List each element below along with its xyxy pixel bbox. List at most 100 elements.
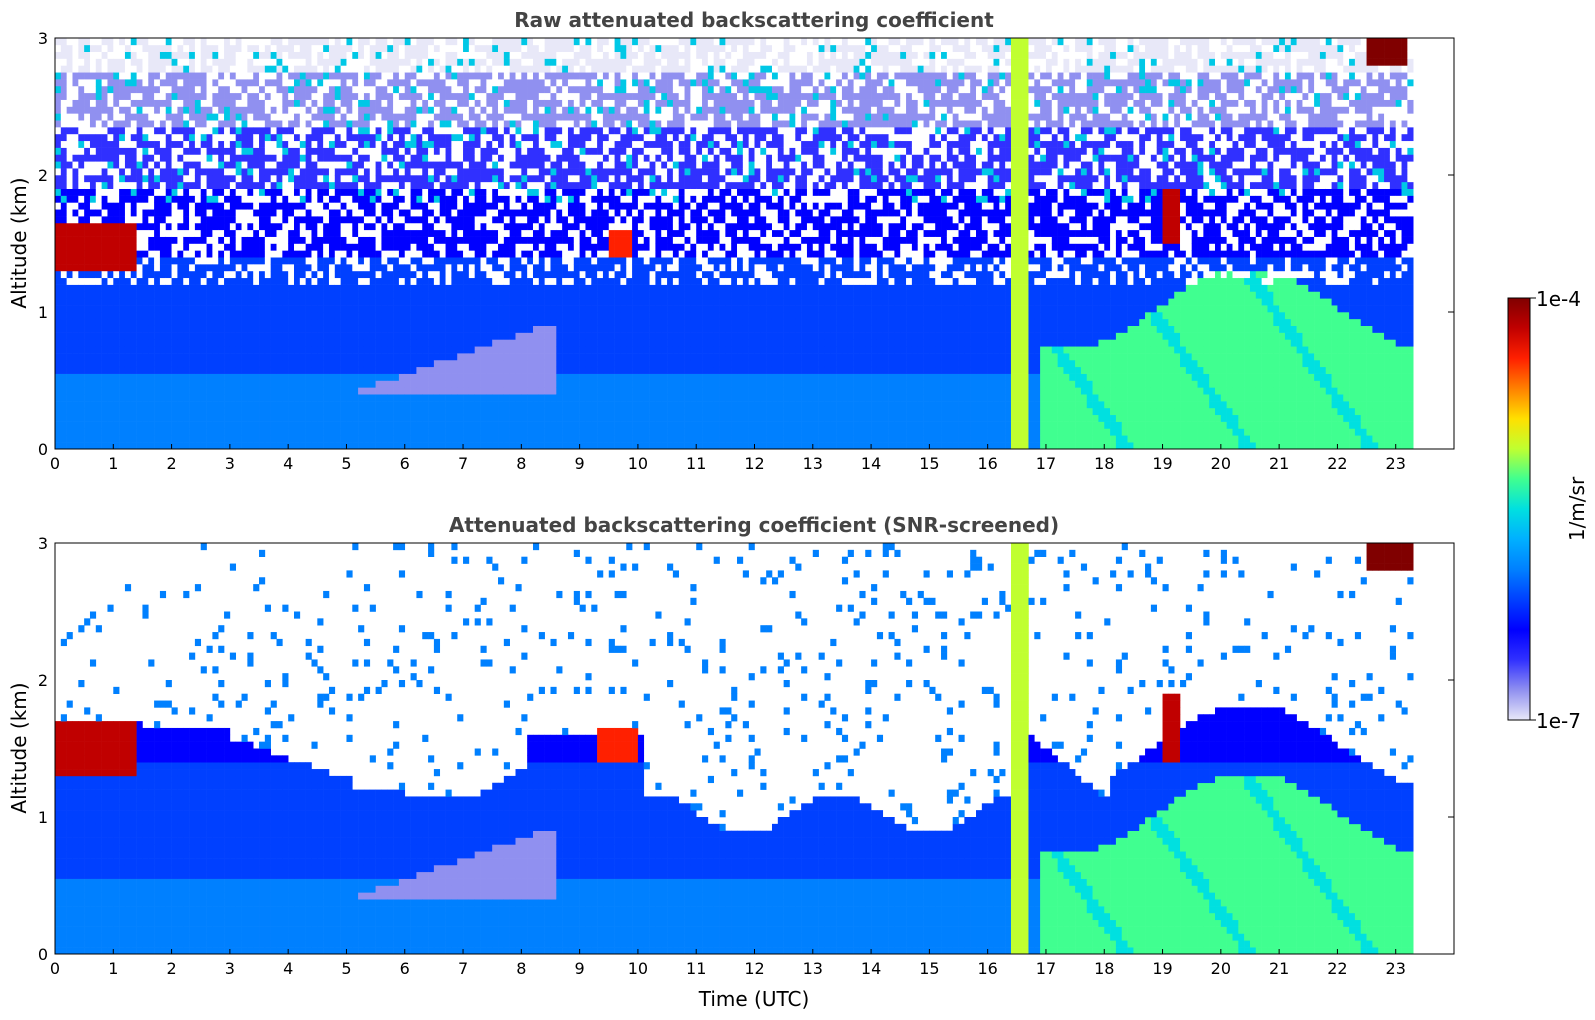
heatmap-cell xyxy=(72,318,79,326)
heatmap-cell xyxy=(119,264,126,272)
heatmap-cell xyxy=(177,236,184,244)
heatmap-cell xyxy=(229,65,237,73)
heatmap-cell xyxy=(55,216,62,224)
heatmap-cell xyxy=(346,353,353,361)
heatmap-cell xyxy=(247,65,254,73)
heatmap-cell xyxy=(66,72,73,80)
heatmap-cell xyxy=(328,127,336,135)
heatmap-cell xyxy=(468,277,475,285)
heatmap-cell xyxy=(78,195,85,203)
heatmap-cell xyxy=(183,38,190,46)
heatmap-cell xyxy=(521,421,528,429)
heatmap-cell xyxy=(486,414,493,422)
heatmap-cell xyxy=(194,161,202,169)
heatmap-cell xyxy=(95,312,102,320)
heatmap-cell xyxy=(148,161,155,169)
heatmap-cell xyxy=(194,175,202,183)
heatmap-cell xyxy=(200,270,207,279)
heatmap-cell xyxy=(428,264,435,272)
heatmap-cell xyxy=(492,195,499,203)
heatmap-cell xyxy=(463,442,470,449)
heatmap-cell xyxy=(288,298,295,306)
heatmap-cell xyxy=(194,113,202,121)
heatmap-cell xyxy=(171,298,178,306)
heatmap-cell xyxy=(264,202,271,210)
heatmap-cell xyxy=(381,277,388,285)
heatmap-cell xyxy=(171,277,178,285)
heatmap-cell xyxy=(468,202,475,210)
heatmap-cell xyxy=(89,435,97,443)
heatmap-cell xyxy=(422,318,429,326)
heatmap-cell xyxy=(498,407,505,416)
heatmap-cell xyxy=(474,92,481,100)
heatmap-cell xyxy=(515,401,522,409)
heatmap-cell xyxy=(165,373,172,381)
heatmap-cell xyxy=(148,380,155,388)
heatmap-cell xyxy=(84,407,91,416)
heatmap-cell xyxy=(84,387,91,395)
heatmap-cell xyxy=(136,44,143,52)
heatmap-cell xyxy=(200,44,207,52)
heatmap-cell xyxy=(130,387,137,395)
heatmap-cell xyxy=(311,407,318,416)
heatmap-cell xyxy=(218,65,225,73)
heatmap-cell xyxy=(113,373,120,381)
heatmap-cell xyxy=(171,58,178,66)
heatmap-cell xyxy=(381,216,388,224)
heatmap-cell xyxy=(445,407,452,416)
heatmap-cell xyxy=(468,339,475,347)
heatmap-cell xyxy=(428,154,435,162)
heatmap-cell xyxy=(451,339,458,347)
heatmap-cell xyxy=(498,120,505,128)
heatmap-cell xyxy=(130,442,137,449)
heatmap-cell xyxy=(503,250,510,258)
heatmap-cell xyxy=(113,366,120,374)
heatmap-cell xyxy=(119,298,126,306)
heatmap-cell xyxy=(95,407,102,416)
heatmap-cell xyxy=(398,99,406,107)
heatmap-cell xyxy=(503,387,510,395)
heatmap-cell xyxy=(253,312,260,320)
heatmap-cell xyxy=(328,72,336,80)
heatmap-cell xyxy=(119,79,126,87)
heatmap-cell xyxy=(124,373,132,381)
heatmap-cell xyxy=(398,216,406,224)
heatmap-cell xyxy=(247,325,254,333)
heatmap-cell xyxy=(474,346,481,354)
heatmap-cell xyxy=(428,147,435,155)
heatmap-cell xyxy=(294,236,301,244)
heatmap-cell xyxy=(340,99,347,107)
heatmap-cell xyxy=(457,188,464,196)
heatmap-cell xyxy=(229,298,237,306)
heatmap-cell xyxy=(212,127,219,135)
heatmap-cell xyxy=(527,325,534,333)
heatmap-cell xyxy=(72,147,79,155)
heatmap-cell xyxy=(189,346,196,354)
heatmap-cell xyxy=(363,264,371,272)
heatmap-cell xyxy=(171,99,178,107)
heatmap-cell xyxy=(311,51,318,59)
heatmap-cell xyxy=(375,51,382,59)
heatmap-cell xyxy=(416,92,423,100)
heatmap-cell xyxy=(200,346,207,354)
heatmap-cell xyxy=(113,202,120,210)
heatmap-cell xyxy=(247,133,254,142)
heatmap-cell xyxy=(428,428,435,436)
heatmap-cell xyxy=(439,243,446,251)
heatmap-cell xyxy=(189,421,196,429)
heatmap-cell xyxy=(229,277,237,285)
heatmap-cell xyxy=(498,99,505,107)
heatmap-cell xyxy=(451,312,458,320)
heatmap-cell xyxy=(305,284,312,292)
heatmap-cell xyxy=(404,175,411,183)
heatmap-cell xyxy=(439,373,446,381)
heatmap-cell xyxy=(259,353,266,361)
heatmap-cell xyxy=(276,380,283,388)
heatmap-cell xyxy=(72,270,79,279)
heatmap-cell xyxy=(317,243,324,251)
heatmap-cell xyxy=(282,229,289,237)
heatmap-cell xyxy=(259,161,266,169)
heatmap-cell xyxy=(130,394,137,402)
heatmap-cell xyxy=(189,222,196,231)
heatmap-cell xyxy=(474,216,481,224)
